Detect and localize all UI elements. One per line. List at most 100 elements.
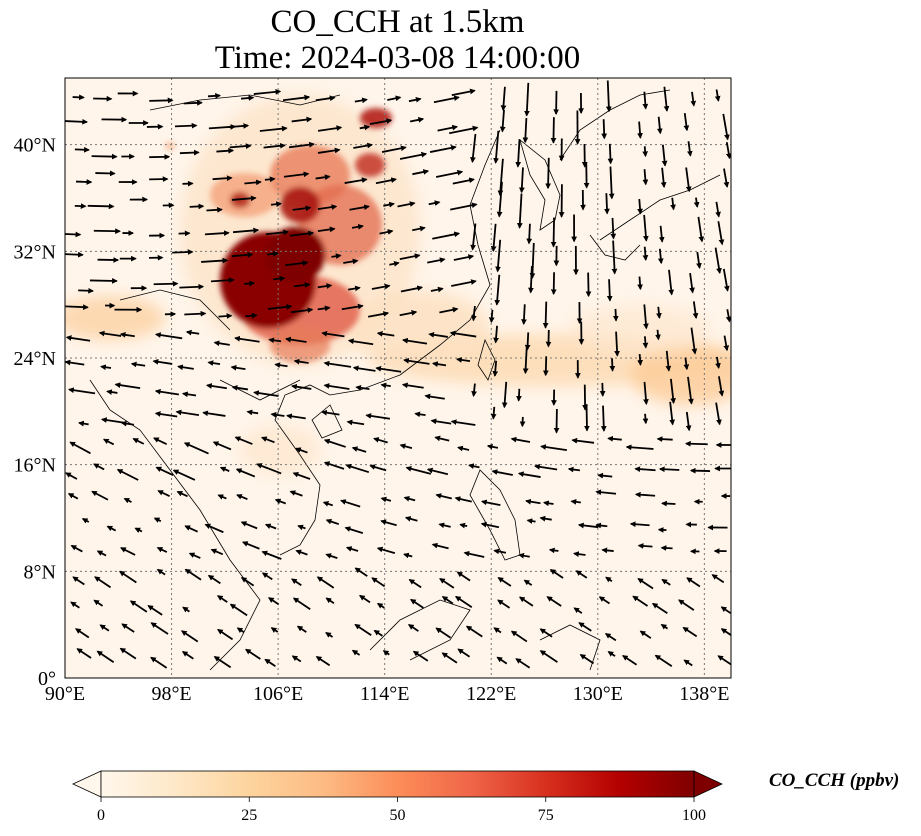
wind-arrow [371,283,391,290]
wind-arrow [607,143,614,165]
wind-arrow [325,553,338,559]
wind-arrow [517,471,541,478]
latitude-tick-label: 0° [38,668,56,690]
wind-arrow [373,437,388,444]
wind-arrow [601,119,608,140]
wind-arrow [658,225,665,243]
wind-arrow [711,574,725,584]
wind-arrow [296,625,307,633]
wind-arrow [399,310,418,317]
wind-arrow [188,552,201,559]
wind-arrow [65,251,84,258]
wind-arrow [465,625,483,638]
wind-arrow [379,229,394,235]
wind-arrow [183,442,209,455]
wind-arrow [91,490,109,501]
wind-arrow [291,383,312,390]
wind-arrow [292,471,311,480]
wind-arrow [76,648,92,659]
wind-arrow [323,383,350,390]
wind-arrow [686,577,701,588]
wind-arrow [323,360,352,368]
wind-arrow [642,413,649,425]
colorbar-max-extend [693,770,723,798]
wind-arrow [130,361,146,368]
wind-arrow [408,96,422,103]
wind-arrow [412,169,430,176]
wind-arrow [295,447,308,454]
wind-arrow [351,446,367,453]
wind-arrow [548,547,559,554]
wind-arrow [516,388,522,402]
wind-arrow [234,335,260,343]
wind-arrow [349,204,370,211]
wind-arrow [471,383,477,398]
wind-arrow [244,280,256,287]
wind-arrow [539,515,552,522]
wind-arrow [577,522,599,529]
wind-arrow [315,174,331,181]
wind-arrow [510,436,531,443]
wind-arrow [286,413,306,420]
wind-arrow [579,653,595,665]
wind-arrow [270,411,285,418]
wind-arrow [529,242,536,279]
wind-arrow [218,313,233,319]
wind-arrow [637,121,643,139]
wind-arrow [216,595,228,603]
wind-arrow [347,338,374,346]
wind-arrow [264,523,277,530]
wind-arrow [106,389,118,395]
wind-arrow [715,356,721,369]
wind-arrow [606,279,613,302]
wind-arrow [343,258,359,265]
wind-arrow [153,280,179,287]
wind-arrow [450,419,476,426]
wind-arrow [376,602,385,609]
wind-arrow [292,597,311,610]
wind-arrow [340,499,361,508]
wind-arrow [655,329,661,341]
wind-arrow [412,225,426,232]
wind-arrow [533,463,558,471]
wind-arrow [89,278,118,284]
wind-arrow [597,472,613,479]
wind-arrow [204,230,230,236]
wind-arrow [542,301,549,329]
wind-arrow [267,250,279,257]
coastline-outline [89,89,721,671]
wind-arrow [642,146,648,158]
wind-arrow [669,378,676,405]
wind-arrow [722,113,730,141]
wind-arrow [65,335,91,342]
wind-arrow [455,357,471,363]
wind-arrow [183,100,203,106]
colorbar-gradient [100,770,695,798]
wind-arrow [468,463,480,469]
wind-arrow [660,167,667,189]
wind-arrow [264,658,276,667]
wind-arrow [96,650,115,663]
wind-arrow [609,358,616,372]
wind-arrow [96,550,107,557]
wind-arrow [549,569,564,579]
colorbar: 0 25 50 75 100 [72,770,723,824]
wind-arrow [660,545,673,551]
latitude-tick-label: 8°N [24,561,56,583]
wind-arrow [643,304,649,330]
wind-arrow [351,649,361,656]
wind-arrow [686,141,693,157]
wind-arrow [182,606,190,613]
wind-arrow [78,287,95,294]
wind-arrow [608,166,615,200]
wind-arrow [325,631,334,638]
wind-arrow [69,441,91,455]
wind-arrow [457,445,470,452]
wind-arrow [270,201,283,208]
longitude-tick-label: 106°E [253,683,303,705]
wind-arrow [99,624,110,632]
wind-arrow [263,142,286,149]
wind-arrow [610,217,617,240]
wind-arrow [367,311,390,318]
wind-arrow [355,384,370,391]
